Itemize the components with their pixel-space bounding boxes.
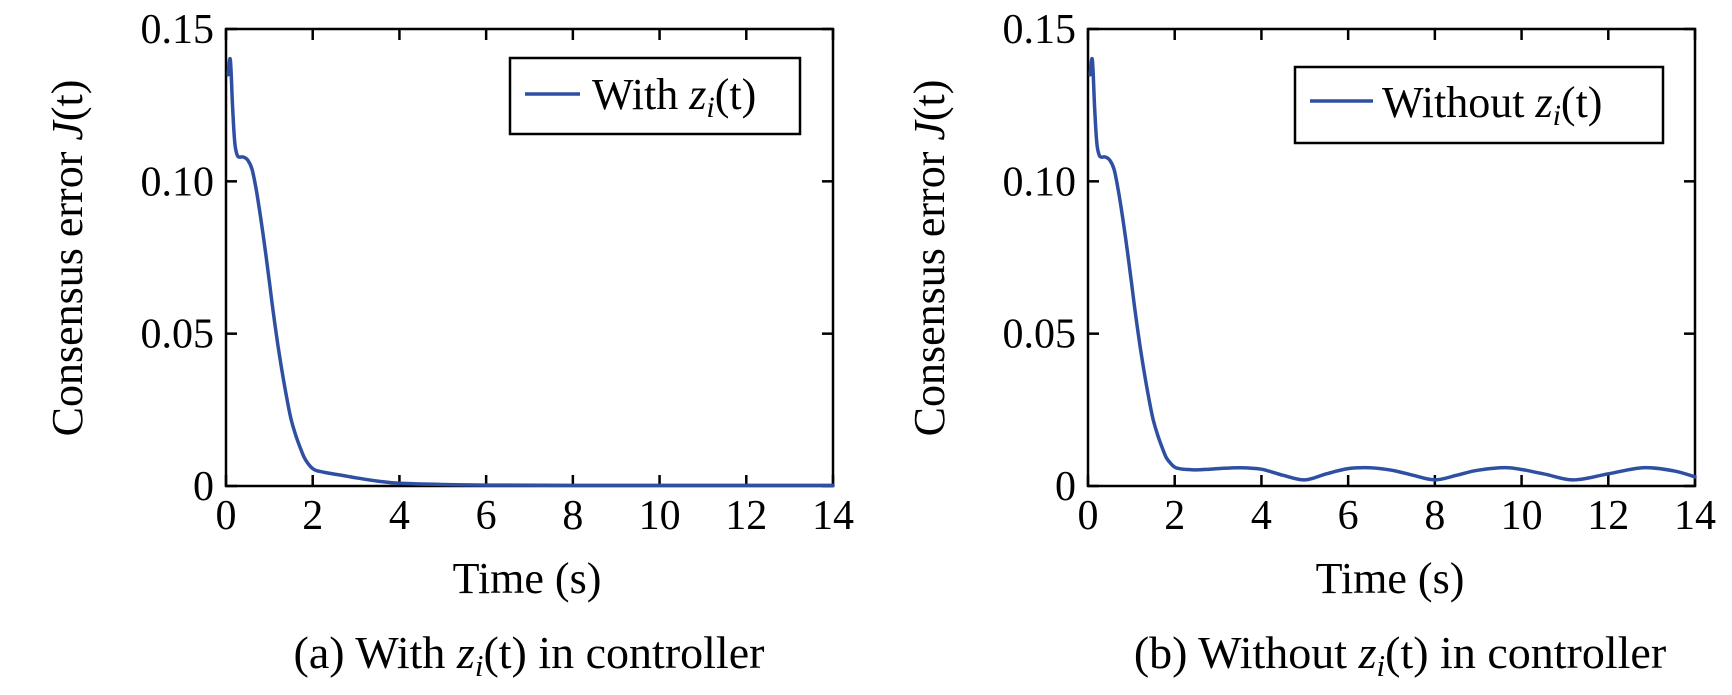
x-tick-label: 0 <box>1078 493 1099 539</box>
caption-suffix: in controller <box>1429 627 1667 678</box>
series-lines <box>1088 56 1697 482</box>
legend-box <box>508 56 802 136</box>
caption-prefix: (a) With <box>294 627 457 678</box>
y-tick-label: 0.10 <box>141 159 215 205</box>
y-axis-label-func: J <box>43 119 92 141</box>
x-tick-label: 12 <box>725 493 767 539</box>
series-line <box>226 56 835 488</box>
y-tick-labels: 0 0.05 0.10 0.15 <box>1003 7 1077 510</box>
y-axis-label-main: Consensus error <box>43 141 92 437</box>
x-tick-label: 6 <box>1338 493 1359 539</box>
panel-a: 0 2 4 6 8 10 12 14 00.050.100.15 With zi(t) Tim… <box>43 7 854 683</box>
caption: (a) With zi(t) in controller <box>294 627 765 683</box>
caption-suffix: in controller <box>527 627 765 678</box>
plot-frame <box>1086 27 1697 488</box>
y-tick-label: 0.15 <box>141 7 215 53</box>
series-lines <box>226 56 835 488</box>
x-tick-label: 14 <box>812 493 854 539</box>
y-axis-label-main: Consensus error <box>905 141 954 437</box>
y-tick-label: 0 <box>193 464 214 510</box>
caption-variable: z <box>1358 627 1377 678</box>
y-axis-label: Consensus error J(t) <box>905 80 954 437</box>
caption-argument: (t) <box>1385 627 1428 678</box>
legend-prefix: Without <box>1382 78 1535 127</box>
legend-argument: (t) <box>1561 78 1603 127</box>
x-axis-label: Time (s) <box>1316 554 1465 603</box>
x-tick-labels: 0 2 4 6 8 10 12 14 <box>216 493 855 539</box>
x-tick-label: 8 <box>1424 493 1445 539</box>
legend-variable: z <box>1534 78 1552 127</box>
x-axis-label: Time (s) <box>453 554 602 603</box>
caption-variable: z <box>456 627 475 678</box>
caption-subscript: i <box>1377 648 1386 683</box>
caption-prefix: (b) Without <box>1134 627 1359 678</box>
legend-prefix: With <box>592 70 689 119</box>
x-tick-label: 4 <box>1251 493 1272 539</box>
legend-label: With zi(t) <box>592 70 756 124</box>
legend: Without zi(t) <box>1293 65 1665 145</box>
y-axis-label: Consensus error J(t) <box>43 80 92 437</box>
x-tick-label: 10 <box>639 493 681 539</box>
y-axis-label-arg: (t) <box>905 80 954 122</box>
x-tick-labels: 0 2 4 6 8 10 12 14 <box>1078 493 1717 539</box>
legend-label: Without zi(t) <box>1382 78 1602 132</box>
legend-subscript: i <box>1553 99 1561 132</box>
x-tick-label: 8 <box>562 493 583 539</box>
y-axis-label-arg: (t) <box>43 80 92 122</box>
caption-argument: (t) <box>483 627 526 678</box>
x-tick-label: 14 <box>1674 493 1716 539</box>
legend: With zi(t) <box>508 56 802 136</box>
legend-subscript: i <box>706 91 714 124</box>
x-tick-label: 4 <box>389 493 410 539</box>
x-tick-label: 6 <box>476 493 497 539</box>
x-tick-label: 10 <box>1501 493 1543 539</box>
y-tick-label: 0.10 <box>1003 159 1077 205</box>
x-tick-label: 12 <box>1587 493 1629 539</box>
legend-argument: (t) <box>715 70 757 119</box>
y-tick-label: 0 <box>1055 464 1076 510</box>
y-tick-label: 0.15 <box>1003 7 1077 53</box>
legend-box <box>1293 65 1665 145</box>
x-tick-label: 2 <box>1164 493 1185 539</box>
legend-variable: z <box>688 70 706 119</box>
y-tick-label: 0.05 <box>1003 312 1077 358</box>
y-tick-labels: 0 0.05 0.10 0.15 <box>141 7 215 510</box>
y-axis-label-func: J <box>905 119 954 141</box>
x-tick-label: 2 <box>302 493 323 539</box>
series-line <box>1088 56 1697 482</box>
caption-subscript: i <box>475 648 484 683</box>
panel-b: 0 2 4 6 8 10 12 14 00.050.100.15 Without zi(t) … <box>905 7 1716 683</box>
x-tick-label: 0 <box>216 493 237 539</box>
caption: (b) Without zi(t) in controller <box>1134 627 1666 683</box>
y-tick-label: 0.05 <box>141 312 215 358</box>
